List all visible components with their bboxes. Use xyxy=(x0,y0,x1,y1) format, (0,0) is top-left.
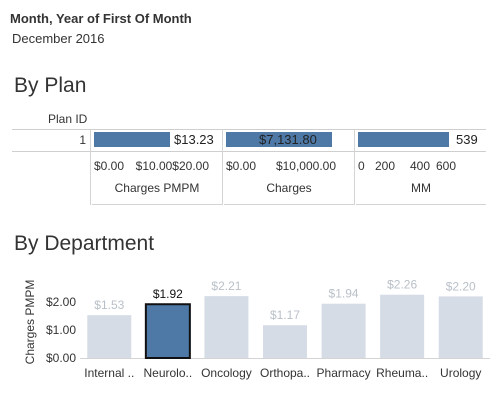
y-axis-tick-label: $1.00 xyxy=(46,323,76,337)
plan-axis-tick-label: 600 xyxy=(435,159,456,173)
x-axis-category-label: Urology xyxy=(440,366,481,380)
department-bar[interactable] xyxy=(438,296,483,358)
x-axis-category-label: Pharmacy xyxy=(317,366,371,380)
bar-value-label: $1.17 xyxy=(270,308,300,322)
panel-divider xyxy=(354,129,355,205)
plan-axis-title: Charges PMPM xyxy=(114,181,200,195)
panel-divider xyxy=(90,129,91,205)
plan-axis-title: Charges xyxy=(266,181,312,195)
plan-section-title: By Plan xyxy=(14,74,87,97)
plan-axis-underline xyxy=(92,204,222,205)
plan-axis-tick-label: $0.00 xyxy=(94,159,125,173)
y-axis-tick-label: $0.00 xyxy=(46,351,76,365)
filter-value[interactable]: December 2016 xyxy=(12,31,105,46)
x-axis-category-label: Internal .. xyxy=(84,366,134,380)
plan-id-value: 1 xyxy=(79,133,86,147)
x-axis-category-label: Orthopa.. xyxy=(260,366,310,380)
plan-axis-tick-label: $20.00 xyxy=(172,159,209,173)
plan-id-header: Plan ID xyxy=(48,112,88,126)
department-bar-chart: Charges PMPM $0.00 $1.00 $2.00 $1.53 Internal… xyxy=(23,278,490,380)
x-axis-category-label: Oncology xyxy=(201,366,252,380)
plan-value-label: 539 xyxy=(456,132,478,147)
plan-axis-tick-label: $10.00 xyxy=(135,159,173,173)
x-axis-category-label: Rheuma.. xyxy=(376,366,428,380)
bar-value-label: $1.53 xyxy=(94,298,124,312)
department-bar[interactable] xyxy=(204,296,249,358)
department-bar[interactable] xyxy=(321,303,366,358)
plan-value-label: $13.23 xyxy=(174,132,214,147)
plan-value-label: $7,131.80 xyxy=(259,132,317,147)
bar-value-label: $2.20 xyxy=(446,279,476,293)
plan-axis-underline xyxy=(224,204,354,205)
plan-bar-mm[interactable] xyxy=(358,132,449,147)
panel-divider xyxy=(222,129,223,205)
bar-value-label: $1.92 xyxy=(153,287,183,301)
plan-bar-charges-pmpm[interactable] xyxy=(94,132,170,147)
department-bar[interactable] xyxy=(87,315,132,358)
department-bar[interactable] xyxy=(380,294,425,358)
plan-axis-title: MM xyxy=(411,181,431,195)
y-axis-tick-label: $2.00 xyxy=(46,295,76,309)
bar-value-label: $1.94 xyxy=(329,287,359,301)
x-axis-category-label: Neurolo.. xyxy=(144,366,193,380)
plan-bar-charges[interactable] xyxy=(226,132,332,147)
filter-title: Month, Year of First Of Month xyxy=(10,11,192,26)
plan-axis-tick-label: 400 xyxy=(409,159,431,173)
plan-axis-tick-label: $10,000.00 xyxy=(275,159,336,173)
bar-value-label: $2.21 xyxy=(211,279,241,293)
plan-axis-tick-label: 0 xyxy=(358,159,365,173)
bar-value-label: $2.26 xyxy=(387,278,417,292)
department-bar[interactable] xyxy=(263,325,307,358)
department-bar[interactable] xyxy=(144,303,191,359)
plan-axis-tick-label: 200 xyxy=(374,159,396,173)
y-axis-title: Charges PMPM xyxy=(23,280,37,365)
plan-axis-tick-label: $0.00 xyxy=(226,159,257,173)
plan-axis-underline xyxy=(356,204,486,205)
plan-row-band xyxy=(12,129,486,152)
department-section-title: By Department xyxy=(14,232,155,255)
